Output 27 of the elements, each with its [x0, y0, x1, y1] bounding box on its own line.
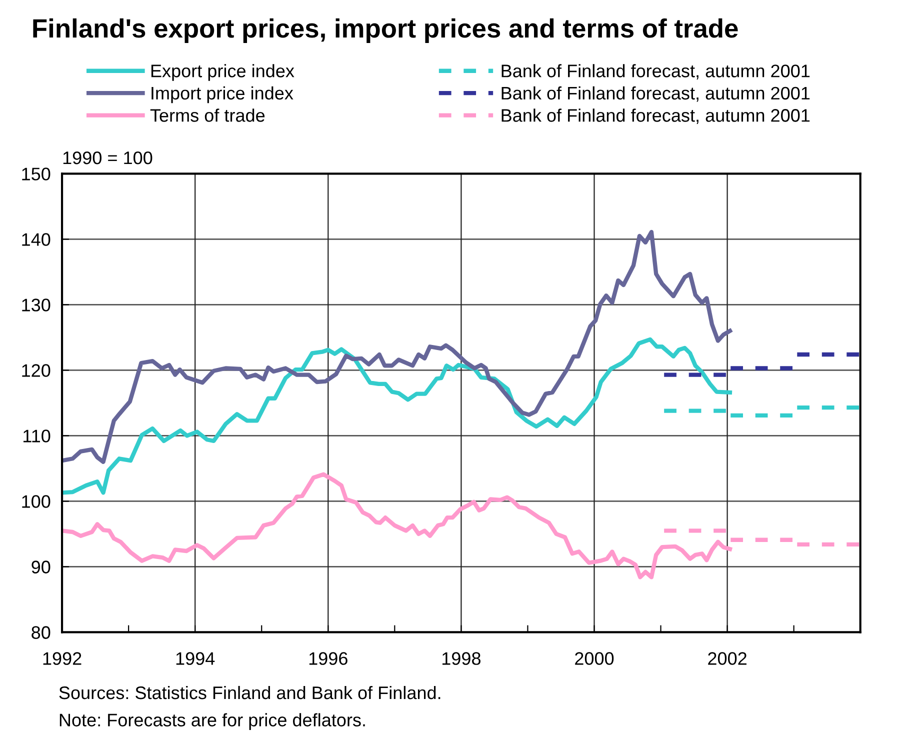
y-tick-label: 140 — [22, 233, 50, 246]
legend-label: Export price index — [151, 64, 294, 81]
chart-title: Finland's export prices, import prices and terms of trade — [33, 18, 738, 43]
legend-label: Terms of trade — [150, 108, 265, 122]
x-tick-label: 1998 — [442, 652, 480, 665]
x-tick-label: 1994 — [176, 652, 215, 665]
x-tick-label: 1996 — [309, 652, 348, 665]
text: Note: Forecasts are for price deflators. — [60, 713, 365, 730]
y-tick-label: 80 — [32, 626, 50, 639]
legend-label: Bank of Finland forecast, autumn 2001 — [502, 64, 810, 80]
y-tick-label: 150 — [22, 168, 50, 180]
x-tick-label: 1992 — [43, 652, 82, 665]
y-axis-title: 1990 = 100 — [63, 151, 152, 164]
y-tick-label: 110 — [24, 430, 50, 442]
source-note: Sources: Statistics Finland and Bank of Finland. — [59, 686, 440, 700]
line-series — [62, 472, 732, 580]
x-tick-label: 2000 — [575, 652, 614, 665]
y-tick-label: 90 — [32, 560, 50, 574]
y-tick-label: 120 — [22, 364, 50, 377]
x-tick-label: 2002 — [708, 652, 746, 665]
legend-label: Import price index — [152, 86, 294, 104]
y-tick-label: 100 — [22, 495, 50, 508]
y-tick-label: 130 — [22, 298, 50, 312]
line-series — [62, 337, 732, 495]
line-series — [62, 230, 732, 464]
legend-label: Bank of Finland forecast, autumn 2001 — [502, 86, 810, 102]
legend-label: Bank of Finland forecast, autumn 2001 — [502, 108, 810, 124]
